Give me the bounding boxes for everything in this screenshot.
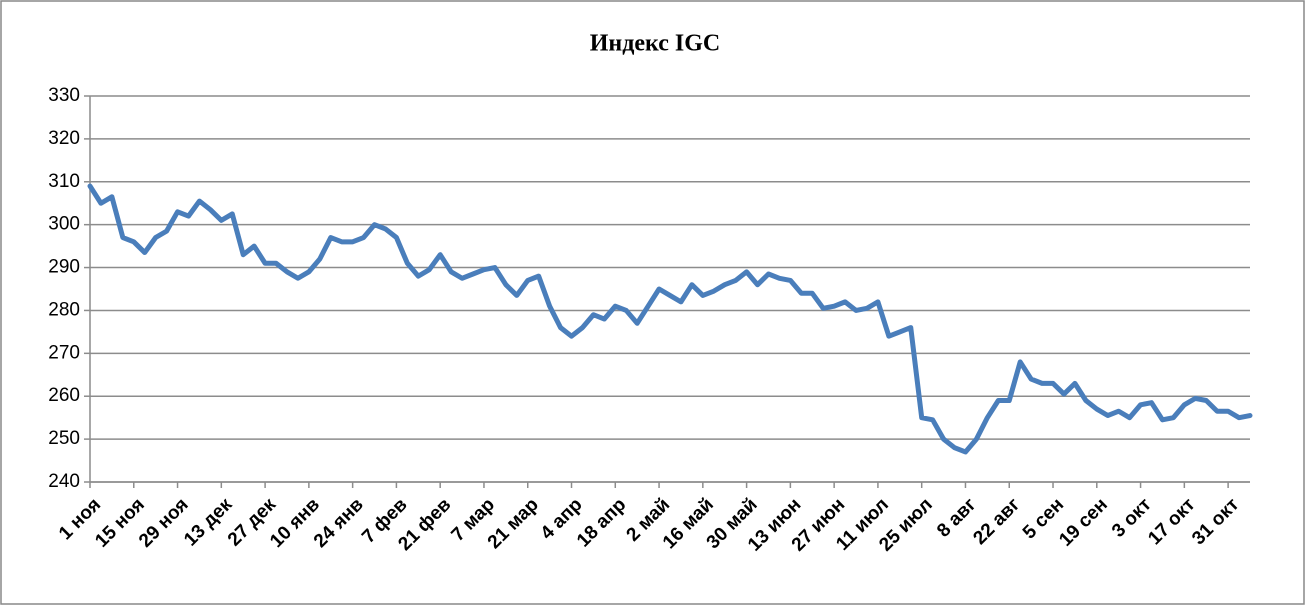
y-tick-label: 260 (48, 385, 80, 406)
y-tick-label: 270 (48, 342, 80, 363)
y-tick-label: 250 (48, 428, 80, 449)
y-tick-label: 310 (48, 171, 80, 192)
y-tick-label: 280 (48, 299, 80, 320)
y-tick-label: 290 (48, 257, 80, 278)
y-tick-label: 320 (48, 128, 80, 149)
chart-title: Индекс IGC (590, 31, 721, 57)
y-tick-label: 300 (48, 214, 80, 235)
y-tick-label: 330 (48, 85, 80, 106)
line-series (87, 183, 1253, 455)
y-tick-label: 240 (48, 471, 80, 492)
